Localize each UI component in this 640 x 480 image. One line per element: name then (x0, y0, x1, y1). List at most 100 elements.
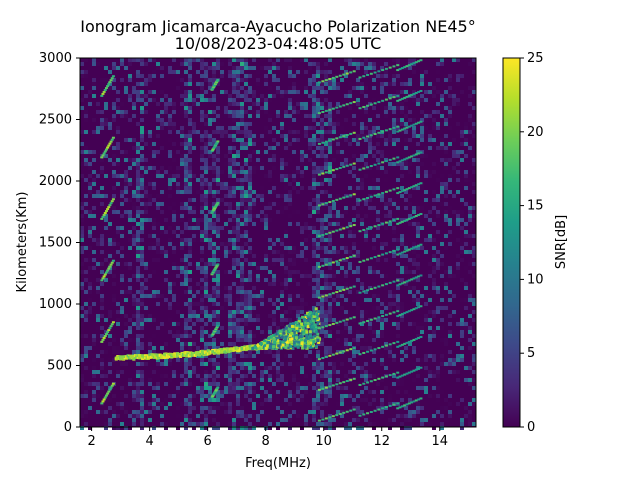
noise-cell (188, 378, 192, 382)
noise-cell (392, 246, 396, 250)
noise-cell (352, 58, 356, 62)
noise-cell (316, 286, 320, 290)
noise-cell (216, 390, 220, 394)
noise-cell (372, 294, 376, 298)
noise-cell (276, 90, 280, 94)
noise-cell (132, 250, 136, 254)
noise-cell (440, 98, 444, 102)
noise-cell (184, 326, 188, 330)
noise-cell (200, 154, 204, 158)
noise-cell (388, 310, 392, 314)
noise-cell (376, 114, 380, 118)
noise-cell (188, 190, 192, 194)
noise-cell (108, 282, 112, 286)
noise-cell (272, 278, 276, 282)
noise-cell (252, 202, 256, 206)
noise-cell (456, 102, 460, 106)
noise-cell (180, 146, 184, 150)
noise-cell (80, 246, 84, 250)
noise-cell (164, 110, 168, 114)
noise-cell (244, 414, 248, 418)
noise-cell (308, 142, 312, 146)
noise-cell (224, 210, 228, 214)
noise-cell (448, 242, 452, 246)
noise-cell (248, 130, 252, 134)
noise-cell (88, 314, 92, 318)
noise-cell (156, 382, 160, 386)
noise-cell (328, 194, 332, 198)
noise-cell (392, 106, 396, 110)
noise-cell (276, 250, 280, 254)
noise-cell (212, 262, 216, 266)
noise-cell (200, 206, 204, 210)
noise-cell (432, 414, 436, 418)
noise-cell (372, 266, 376, 270)
noise-cell (440, 338, 444, 342)
noise-cell (172, 282, 176, 286)
noise-cell (104, 226, 108, 230)
noise-cell (140, 158, 144, 162)
noise-cell (380, 82, 384, 86)
noise-cell (468, 310, 472, 314)
noise-cell (120, 426, 124, 430)
noise-cell (376, 126, 380, 130)
noise-cell (240, 122, 244, 126)
noise-cell (284, 266, 288, 270)
noise-cell (228, 114, 232, 118)
noise-cell (96, 254, 100, 258)
noise-cell (380, 78, 384, 82)
noise-cell (124, 406, 128, 410)
noise-cell (332, 362, 336, 366)
noise-cell (460, 74, 464, 78)
noise-cell (176, 258, 180, 262)
noise-cell (372, 358, 376, 362)
noise-cell (276, 130, 280, 134)
noise-cell (236, 114, 240, 118)
noise-cell (128, 266, 132, 270)
noise-cell (328, 314, 332, 318)
noise-cell (380, 254, 384, 258)
noise-cell (140, 90, 144, 94)
noise-cell (344, 326, 348, 330)
noise-cell (292, 210, 296, 214)
noise-cell (340, 410, 344, 414)
noise-cell (124, 262, 128, 266)
noise-cell (400, 306, 404, 310)
noise-cell (148, 202, 152, 206)
noise-cell (84, 150, 88, 154)
noise-cell (140, 246, 144, 250)
noise-cell (404, 418, 408, 422)
noise-cell (184, 274, 188, 278)
noise-cell (388, 314, 392, 318)
noise-cell (340, 250, 344, 254)
noise-cell (460, 210, 464, 214)
noise-cell (364, 422, 368, 426)
noise-cell (468, 418, 472, 422)
noise-cell (360, 58, 364, 62)
noise-cell (228, 290, 232, 294)
noise-cell (472, 62, 476, 66)
noise-cell (248, 74, 252, 78)
noise-cell (468, 402, 472, 406)
noise-cell (460, 130, 464, 134)
noise-cell (320, 238, 324, 242)
noise-cell (420, 358, 424, 362)
noise-cell (228, 170, 232, 174)
noise-cell (264, 82, 268, 86)
noise-cell (124, 150, 128, 154)
noise-cell (272, 366, 276, 370)
noise-cell (204, 370, 208, 374)
noise-cell (208, 342, 212, 346)
noise-cell (408, 214, 412, 218)
noise-cell (80, 410, 84, 414)
noise-cell (440, 186, 444, 190)
noise-cell (124, 410, 128, 414)
noise-cell (316, 190, 320, 194)
noise-cell (204, 218, 208, 222)
noise-cell (168, 122, 172, 126)
noise-cell (80, 98, 84, 102)
noise-cell (296, 190, 300, 194)
noise-cell (372, 426, 376, 430)
noise-cell (436, 242, 440, 246)
noise-cell (108, 398, 112, 402)
